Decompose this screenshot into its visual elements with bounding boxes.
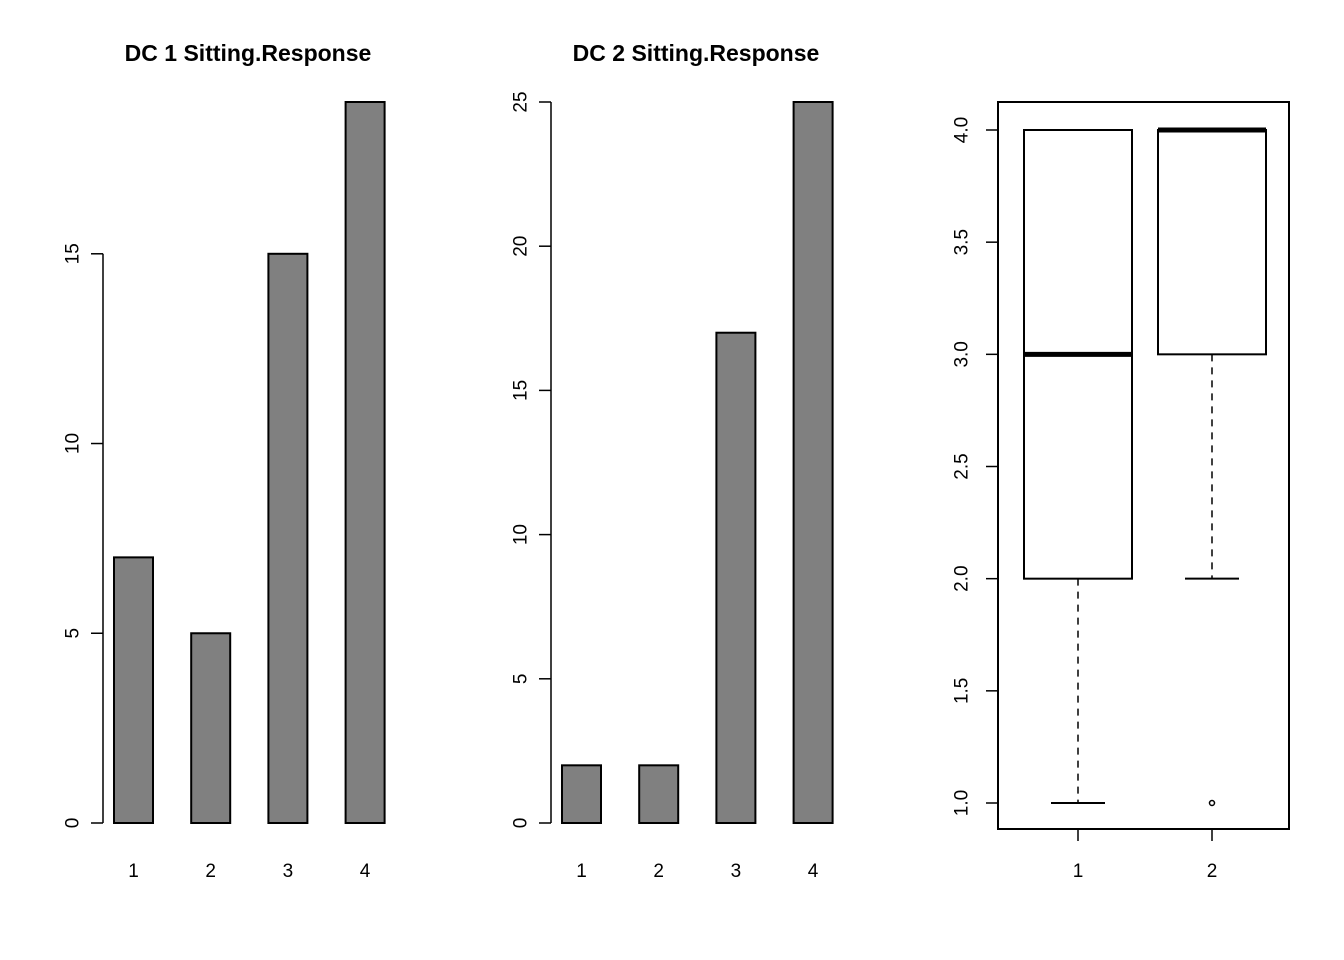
y-tick-label: 10 (63, 433, 84, 454)
dc1-chart-title: DC 1 Sitting.Response (125, 40, 372, 66)
bar (715, 331, 757, 824)
y-tick-label: 15 (63, 243, 84, 264)
x-category-label: 1 (576, 861, 587, 882)
x-category-label: 4 (360, 861, 371, 882)
y-tick-label: 3.0 (952, 341, 973, 367)
y-tick-label: 5 (511, 674, 532, 685)
bar (267, 252, 309, 824)
bar (561, 764, 602, 825)
y-tick-label: 2.5 (952, 453, 973, 479)
box (1157, 129, 1267, 356)
bar (792, 101, 834, 824)
bar (190, 632, 232, 825)
boxplot-chart: 1.0 1.5 2.0 2.5 3.0 3.5 4.0 1 2 (952, 101, 1290, 882)
x-category-label: 1 (1073, 861, 1084, 882)
y-tick-label: 25 (511, 91, 532, 112)
y-tick-label: 5 (63, 628, 84, 639)
y-tick-label: 3.5 (952, 229, 973, 255)
x-category-label: 1 (128, 861, 139, 882)
outlier-point (1208, 799, 1216, 807)
y-tick-label: 1.5 (952, 678, 973, 704)
y-tick-label: 1.0 (952, 790, 973, 816)
x-category-label: 3 (283, 861, 294, 882)
y-tick-label: 2.0 (952, 565, 973, 591)
y-tick-label: 10 (511, 524, 532, 545)
y-tick-label: 0 (511, 818, 532, 829)
y-tick-label: 20 (511, 236, 532, 257)
bar (113, 556, 154, 824)
dc2-bar-chart: DC 2 Sitting.Response 0 5 10 15 20 25 1 2 3 4 (511, 40, 834, 882)
x-category-label: 2 (653, 861, 664, 882)
bar (638, 764, 680, 825)
x-category-label: 3 (731, 861, 742, 882)
dc1-bar-chart: DC 1 Sitting.Response 0 5 10 15 1 2 3 4 (63, 40, 386, 882)
bar (344, 101, 386, 824)
y-tick-label: 15 (511, 380, 532, 401)
y-tick-label: 4.0 (952, 117, 973, 143)
x-category-label: 4 (808, 861, 819, 882)
dc2-chart-title: DC 2 Sitting.Response (573, 40, 820, 66)
x-category-label: 2 (205, 861, 216, 882)
y-tick-label: 0 (63, 818, 84, 829)
x-category-label: 2 (1207, 861, 1218, 882)
